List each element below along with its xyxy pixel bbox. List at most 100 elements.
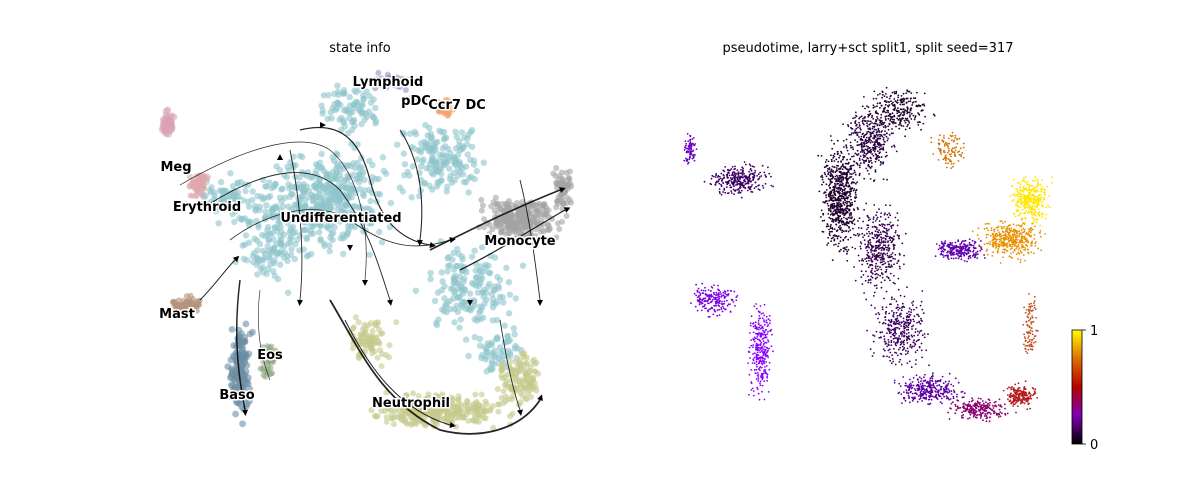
pseudotime-point: [890, 318, 893, 321]
cell-point: [311, 183, 318, 190]
cell-point: [473, 409, 480, 415]
pseudotime-point: [877, 317, 879, 320]
pseudotime-point: [827, 242, 830, 245]
pseudotime-point: [843, 230, 845, 233]
pseudotime-point: [900, 393, 903, 396]
pseudotime-point: [947, 382, 950, 385]
pseudotime-point: [907, 318, 910, 321]
pseudotime-point: [902, 325, 905, 328]
pseudotime-point: [851, 155, 853, 158]
cell-point: [261, 216, 269, 223]
pseudotime-point: [906, 338, 908, 341]
cell-point: [467, 307, 474, 314]
pseudotime-point: [889, 359, 891, 362]
pseudotime-point: [907, 331, 910, 334]
cell-point: [280, 215, 287, 223]
pseudotime-point: [876, 254, 878, 256]
pseudotime-point: [845, 185, 848, 187]
pseudotime-point: [886, 254, 889, 257]
pseudotime-point: [899, 341, 902, 344]
pseudotime-point: [851, 127, 853, 130]
pseudotime-point: [1020, 398, 1023, 401]
pseudotime-point: [900, 307, 903, 309]
cell-point: [324, 115, 331, 122]
pseudotime-point: [821, 220, 824, 222]
pseudotime-point: [878, 234, 880, 237]
cell-point: [321, 240, 328, 247]
cell-point: [567, 168, 573, 175]
pseudotime-point: [857, 144, 860, 146]
pseudotime-point: [831, 189, 834, 192]
pseudotime-point: [983, 415, 986, 417]
pseudotime-point: [843, 185, 846, 188]
cell-point: [517, 219, 524, 226]
pseudotime-point: [869, 146, 871, 149]
pseudotime-point: [893, 379, 896, 382]
pseudotime-point: [880, 212, 883, 215]
pseudotime-point: [854, 200, 856, 203]
pseudotime-point: [865, 145, 868, 147]
pseudotime-point: [920, 329, 923, 332]
cell-point: [254, 256, 262, 264]
cell-point: [479, 244, 486, 251]
pseudotime-point: [900, 321, 903, 324]
pseudotime-point: [911, 302, 913, 304]
pseudotime-point: [850, 221, 853, 224]
pseudotime-point: [931, 374, 934, 376]
cell-point: [470, 281, 477, 288]
pseudotime-point: [985, 401, 987, 404]
pseudotime-point: [910, 308, 913, 311]
pseudotime-point: [881, 331, 884, 333]
pseudotime-point: [949, 398, 952, 400]
pseudotime-point: [901, 402, 903, 404]
pseudotime-point: [873, 352, 875, 354]
pseudotime-point: [869, 243, 871, 245]
pseudotime-point: [888, 133, 891, 136]
pseudotime-point: [867, 106, 870, 109]
pseudotime-point: [836, 151, 839, 153]
cell-point: [464, 151, 471, 158]
cell-point: [475, 413, 482, 420]
cell-point: [427, 270, 434, 277]
pseudotime-point: [870, 148, 872, 151]
pseudotime-point: [918, 388, 921, 390]
pseudotime-point: [902, 348, 905, 351]
pseudotime-point: [1015, 392, 1018, 394]
pseudotime-point: [836, 190, 839, 193]
pseudotime-point: [896, 262, 898, 264]
pseudotime-point: [990, 413, 992, 415]
pseudotime-point: [855, 188, 858, 191]
pseudotime-point: [865, 228, 868, 231]
cell-point: [515, 401, 522, 408]
pseudotime-point: [1016, 398, 1019, 400]
cell-point: [429, 151, 436, 158]
pseudotime-point: [866, 141, 869, 144]
pseudotime-point: [1018, 397, 1021, 400]
pseudotime-point: [878, 131, 881, 133]
cell-point: [239, 242, 246, 249]
pseudotime-point: [933, 396, 935, 398]
pseudotime-point: [821, 176, 824, 179]
cell-point: [374, 190, 381, 197]
pseudotime-point: [839, 171, 842, 174]
cell-point: [472, 391, 479, 398]
pseudotime-point: [887, 265, 890, 268]
pseudotime-point: [884, 237, 887, 240]
pseudotime-point: [979, 417, 982, 419]
pseudotime-point: [953, 389, 955, 392]
pseudotime-point: [940, 385, 942, 388]
pseudotime-point: [943, 395, 945, 398]
pseudotime-point: [877, 252, 880, 255]
cell-point: [324, 191, 332, 198]
pseudotime-point: [905, 349, 907, 352]
pseudotime-point: [903, 391, 905, 393]
pseudotime-point: [882, 143, 885, 146]
pseudotime-point: [900, 363, 903, 366]
cluster-label-neutrophil: Neutrophil: [372, 396, 450, 411]
pseudotime-point: [853, 188, 856, 190]
pseudotime-point: [1006, 387, 1009, 390]
pseudotime-point: [913, 315, 916, 318]
cell-point: [499, 367, 506, 374]
cell-point: [339, 90, 347, 97]
pseudotime-point: [891, 145, 893, 148]
